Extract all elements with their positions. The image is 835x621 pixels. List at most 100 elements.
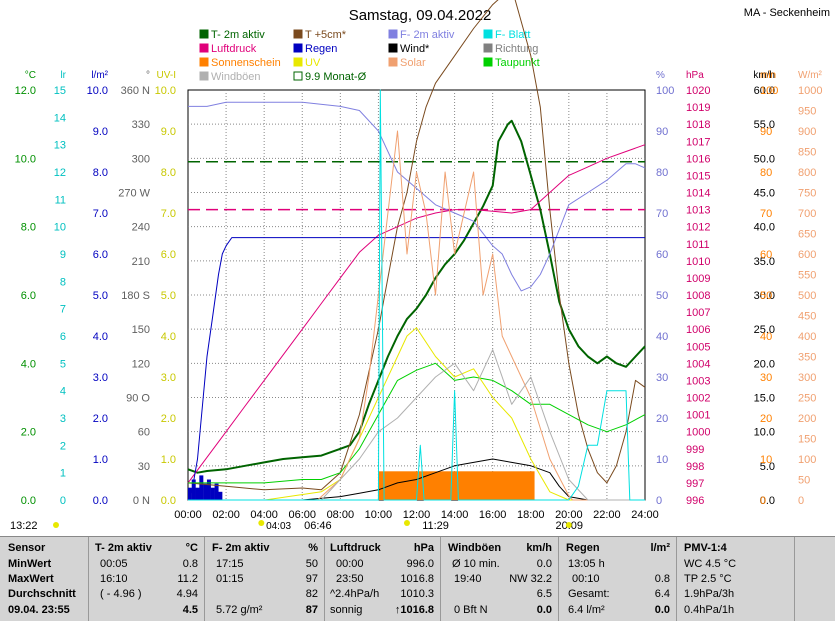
- rain-bar-2: [195, 487, 200, 500]
- hdr-humidity: F- 2m aktiv: [212, 542, 270, 554]
- series-line-10: [188, 89, 645, 501]
- hdr-rain-unit: l/m²: [650, 542, 670, 554]
- press-max-time: 23:50: [336, 573, 364, 585]
- weather-chart: Samstag, 09.04.2022 MA - Seckenheim T- 2m …: [10, 0, 830, 532]
- rain-max-time: 00:10: [572, 573, 600, 585]
- left-axis-tick-3-2: 300: [132, 153, 150, 165]
- right-axis-tick-4-11: 450: [798, 311, 816, 323]
- right-axis-tick-2-7: 25.0: [754, 324, 775, 336]
- right-axis-tick-2-0: 60.0: [754, 85, 775, 97]
- rain-month: 6.4 l/m²: [568, 604, 605, 616]
- left-axis-tick-1-6: 9: [60, 249, 66, 261]
- series-line-5: [188, 458, 645, 501]
- left-axis-tick-4-3: 7.0: [161, 208, 176, 220]
- hdr-sensor: Sensor: [8, 542, 46, 554]
- gust-max-time: 19:40: [454, 573, 482, 585]
- left-axis-tick-1-5: 10: [54, 222, 66, 234]
- legend-swatch-13: [293, 71, 303, 81]
- legend-swatch-7: [483, 43, 493, 53]
- right-axis-unit-1: hPa: [686, 70, 704, 81]
- left-axis-tick-1-13: 2: [60, 440, 66, 452]
- right-axis-tick-2-5: 35.0: [754, 256, 775, 268]
- rain-bar-5: [206, 479, 211, 500]
- right-axis-tick-1-6: 1014: [686, 188, 710, 200]
- legend-swatch-6: [388, 43, 398, 53]
- press-min-val: 996.0: [406, 558, 434, 570]
- row-avg-label: Durchschnitt: [8, 588, 76, 600]
- hum-current-val: 87: [305, 604, 318, 616]
- right-axis-tick-2-3: 45.0: [754, 188, 775, 200]
- left-axis-tick-1-15: 0: [60, 495, 66, 507]
- right-axis-tick-3-2: 80: [760, 167, 772, 179]
- left-axis-tick-4-4: 6.0: [161, 249, 176, 261]
- hdr-pmv: PMV-1:4: [684, 542, 727, 554]
- right-axis-tick-4-0: 1000: [798, 85, 822, 97]
- right-axis-tick-1-18: 1002: [686, 393, 710, 405]
- left-axis-tick-4-10: 0.0: [161, 495, 176, 507]
- time-tick-2: 04:00: [250, 509, 278, 521]
- right-axis-tick-3-5: 50: [760, 290, 772, 302]
- right-axis-tick-0-2: 80: [656, 167, 668, 179]
- legend-swatch-12: [199, 71, 209, 81]
- right-axis-tick-1-4: 1016: [686, 153, 710, 165]
- hum-abs: 5.72 g/m²: [216, 604, 263, 616]
- rain-total-val: 6.4: [654, 588, 670, 600]
- legend-swatch-3: [483, 29, 493, 39]
- right-axis-tick-4-20: 0: [798, 495, 804, 507]
- left-axis-tick-1-4: 11: [55, 194, 66, 206]
- left-axis-tick-1-2: 13: [54, 140, 66, 152]
- temp-avg-val: 4.94: [176, 588, 198, 600]
- left-axis-tick-0-3: 6.0: [21, 290, 36, 302]
- left-axis-unit-1: lr: [60, 70, 66, 81]
- legend-label-4: Luftdruck: [211, 43, 257, 55]
- left-axis-unit-0: °C: [25, 70, 36, 81]
- left-axis-tick-4-6: 4.0: [161, 331, 176, 343]
- right-axis-tick-1-12: 1008: [686, 290, 710, 302]
- right-axis-tick-1-19: 1001: [686, 410, 710, 422]
- time-tick-9: 18:00: [517, 509, 545, 521]
- hum-min-val: 50: [305, 558, 318, 570]
- pmv-wc: WC 4.5 °C: [684, 558, 737, 570]
- rain-bar-8: [218, 491, 223, 500]
- gust-bft: 0 Bft N: [454, 604, 488, 616]
- pmv-tp: TP 2.5 °C: [684, 573, 732, 585]
- left-axis-tick-1-12: 3: [60, 413, 66, 425]
- left-axis-tick-3-11: 30: [138, 461, 150, 473]
- right-axis-tick-0-3: 70: [656, 208, 668, 220]
- left-axis-tick-4-7: 3.0: [161, 372, 176, 384]
- left-axis-tick-1-14: 1: [60, 468, 66, 480]
- legend-swatch-5: [293, 43, 303, 53]
- right-axis-tick-1-22: 998: [686, 461, 704, 473]
- pmv-3h: 1.9hPa/3h: [684, 588, 735, 600]
- day-length: 13:22: [10, 520, 38, 532]
- left-axis-tick-4-9: 1.0: [161, 454, 176, 466]
- right-axis-tick-1-20: 1000: [686, 427, 710, 439]
- temp-avg-note: ( - 4.96 ): [100, 588, 142, 600]
- right-axis-tick-4-18: 100: [798, 454, 816, 466]
- sunrise-time: 06:46: [304, 520, 332, 532]
- right-axis-tick-4-3: 850: [798, 147, 816, 159]
- right-axis-tick-0-0: 100: [656, 85, 674, 97]
- rain-current-val: 0.0: [654, 604, 670, 616]
- right-axis-tick-4-10: 500: [798, 290, 816, 302]
- right-axis-tick-4-19: 50: [798, 475, 810, 487]
- hdr-pressure: Luftdruck: [330, 542, 381, 554]
- col-rain: Regen l/m² 13:05 h 00:10 0.8 Gesamt: 6.4…: [558, 537, 677, 621]
- rain-duration: 13:05 h: [568, 558, 605, 570]
- legend-label-2: F- 2m aktiv: [400, 29, 455, 41]
- left-axis-tick-4-1: 9.0: [161, 126, 176, 138]
- right-axis-tick-1-3: 1017: [686, 136, 710, 148]
- right-axis-tick-2-9: 15.0: [754, 393, 775, 405]
- left-axis-tick-0-6: 0.0: [21, 495, 36, 507]
- series-line-7: [188, 327, 645, 501]
- right-axis-tick-4-9: 550: [798, 270, 816, 282]
- right-axis-tick-1-8: 1012: [686, 222, 710, 234]
- right-axis-tick-1-16: 1004: [686, 358, 710, 370]
- right-axis-tick-4-17: 150: [798, 434, 816, 446]
- right-axis-tick-1-9: 1011: [686, 239, 710, 251]
- col-temp: T- 2m aktiv °C 00:05 0.8 16:10 11.2 ( - …: [88, 537, 205, 621]
- time-tick-1: 02:00: [212, 509, 240, 521]
- right-axis-tick-2-8: 20.0: [754, 358, 775, 370]
- right-axis-tick-3-6: 40: [760, 331, 772, 343]
- legend-label-5: Regen: [305, 43, 337, 55]
